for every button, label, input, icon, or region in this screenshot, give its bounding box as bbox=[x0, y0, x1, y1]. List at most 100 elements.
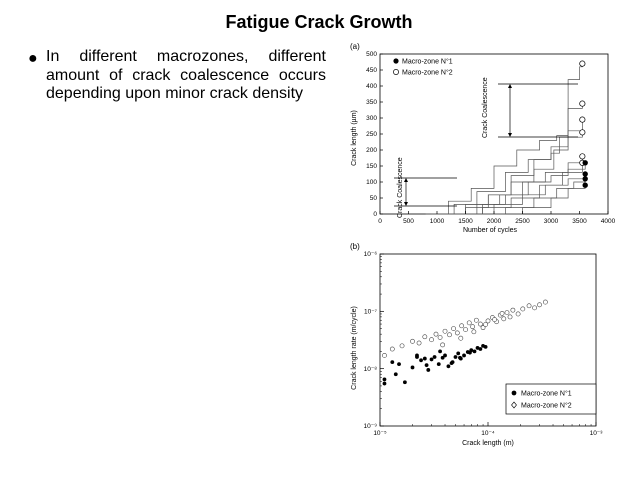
series-line-a-1 bbox=[425, 103, 583, 215]
data-point-zone1-b bbox=[458, 355, 462, 360]
data-point-zone2-b bbox=[470, 324, 475, 330]
x-tick-label-a: 1000 bbox=[430, 218, 445, 225]
data-point-zone1-b bbox=[424, 363, 429, 368]
data-point-zone2-b bbox=[520, 306, 526, 312]
data-point-zone1-b bbox=[436, 362, 441, 367]
data-point-zone2-b bbox=[466, 320, 472, 326]
data-point-zone1-b bbox=[449, 361, 454, 366]
series-line-a-3 bbox=[431, 132, 583, 215]
data-point-zone2-b bbox=[440, 342, 446, 348]
data-point-zone2-b bbox=[458, 335, 464, 341]
y-tick-label-a: 300 bbox=[366, 115, 377, 122]
panel-label-a: (a) bbox=[350, 42, 360, 51]
data-point-zone2-b bbox=[416, 340, 422, 346]
data-point-zone2-b bbox=[485, 318, 491, 324]
y-tick-label-b: 10⁻⁶ bbox=[364, 251, 378, 258]
data-point-zone1-b bbox=[456, 351, 461, 356]
crack-rate-vs-length-chart: (b) 10⁻⁵ 10⁻⁴ 10⁻³ 10⁻⁹ 10⁻⁸ 10⁻⁷ 10⁻⁶ Macro-z… bbox=[350, 242, 604, 447]
y-tick-label-a: 150 bbox=[366, 163, 377, 170]
y-tick-label-b: 10⁻⁸ bbox=[364, 366, 378, 373]
data-point-zone1-b bbox=[468, 350, 472, 355]
data-point-zone2-b bbox=[429, 337, 434, 343]
x-axis-label-b: Crack length (m) bbox=[462, 440, 514, 447]
y-tick-label-b: 10⁻⁷ bbox=[364, 309, 378, 316]
data-point-zone2-b bbox=[459, 323, 465, 329]
x-tick-label-a: 2500 bbox=[515, 218, 530, 225]
bullet-point: ● In different macrozones, different amo… bbox=[28, 48, 326, 104]
data-point-zone1-a bbox=[582, 171, 588, 177]
data-point-zone2-a bbox=[579, 60, 586, 67]
y-tick-label-a: 350 bbox=[366, 99, 377, 106]
data-point-zone2-b bbox=[532, 305, 537, 311]
legend-a: Macro-zone N°1 Macro-zone N°2 bbox=[393, 58, 453, 77]
series-line-a-7 bbox=[465, 174, 586, 215]
data-point-zone2-b bbox=[483, 322, 488, 327]
data-point-zone2-b bbox=[437, 335, 443, 340]
data-point-zone2-b bbox=[454, 330, 460, 336]
x-axis-label-a: Number of cycles bbox=[463, 227, 518, 234]
data-point-zone1-b bbox=[419, 358, 423, 363]
y-tick-label-a: 450 bbox=[366, 67, 377, 74]
data-point-zone1-b bbox=[446, 364, 451, 369]
data-point-zone1-b bbox=[422, 356, 427, 361]
data-point-zone1-b bbox=[478, 347, 483, 351]
data-point-zone1-b bbox=[462, 353, 466, 358]
data-point-zone1-b bbox=[472, 349, 477, 354]
y-axis-label-b: Crack length rate (m/cycle) bbox=[351, 306, 358, 390]
x-tick-label-a: 0 bbox=[378, 218, 382, 225]
bullet-dot-icon: ● bbox=[28, 50, 38, 67]
data-point-zone2-a bbox=[579, 116, 586, 123]
x-tick-label-b: 10⁻³ bbox=[590, 430, 604, 437]
data-point-zone2-b bbox=[473, 317, 479, 323]
y-tick-label-a: 500 bbox=[366, 51, 377, 58]
data-point-zone2-b bbox=[542, 299, 548, 305]
data-point-zone2-b bbox=[537, 302, 542, 308]
y-tick-label-b: 10⁻⁹ bbox=[364, 423, 378, 430]
y-tick-label-a: 400 bbox=[366, 83, 377, 90]
data-point-zone1-b bbox=[443, 353, 447, 358]
data-point-zone2-a bbox=[579, 100, 586, 107]
crack-length-vs-cycles-chart: (a) 0 500 1000 1500 2000 2500 3000 3500 4000 0 50 1… bbox=[350, 42, 616, 234]
crack-coalescence-label-2: Crack Coalescence bbox=[482, 77, 489, 138]
series-line-a-6 bbox=[454, 162, 586, 215]
legend-a-zone2: Macro-zone N°2 bbox=[402, 69, 453, 77]
data-point-zone2-b bbox=[382, 353, 387, 358]
data-point-zone2-b bbox=[526, 303, 532, 309]
x-tick-label-a: 3500 bbox=[572, 218, 587, 225]
data-point-zone2-a bbox=[579, 153, 586, 160]
data-point-zone1-a bbox=[582, 176, 588, 182]
y-axis-label-a: Crack length (µm) bbox=[351, 110, 358, 166]
panel-label-b: (b) bbox=[350, 242, 360, 251]
x-tick-label-a: 3000 bbox=[544, 218, 559, 225]
data-point-zone2-b bbox=[499, 311, 505, 316]
data-point-zone2-b bbox=[510, 307, 516, 313]
x-tick-label-a: 4000 bbox=[601, 218, 616, 225]
series-line-a-0 bbox=[442, 63, 583, 215]
y-tick-label-a: 200 bbox=[366, 147, 377, 154]
data-point-zone2-b bbox=[451, 326, 456, 331]
data-point-zone1-b bbox=[440, 355, 445, 360]
legend-a-zone1: Macro-zone N°1 bbox=[402, 58, 453, 66]
data-point-zone1-b bbox=[438, 349, 442, 354]
data-point-zone1-a bbox=[582, 182, 588, 188]
series-line-a-4 bbox=[448, 156, 583, 215]
data-point-zone2-b bbox=[447, 332, 452, 338]
data-point-zone2-a bbox=[579, 129, 586, 136]
x-tick-label-a: 2000 bbox=[487, 218, 502, 225]
data-point-zone2-b bbox=[410, 338, 415, 344]
data-point-zone1-b bbox=[429, 357, 434, 362]
data-point-zone1-b bbox=[390, 360, 395, 365]
data-point-zone1-b bbox=[453, 355, 458, 359]
data-point-zone1-b bbox=[382, 381, 387, 386]
x-tick-label-a: 1500 bbox=[458, 218, 473, 225]
data-point-zone2-b bbox=[471, 329, 477, 335]
y-tick-label-a: 100 bbox=[366, 179, 377, 186]
data-point-zone2-b bbox=[504, 310, 510, 316]
data-point-zone2-b bbox=[492, 317, 497, 322]
data-point-zone1-b bbox=[397, 362, 401, 367]
data-point-zone1-b bbox=[382, 377, 387, 382]
data-point-zone2-b bbox=[507, 314, 513, 320]
x-tick-label-a: 500 bbox=[403, 218, 414, 225]
data-point-zone2-b bbox=[422, 334, 428, 340]
data-point-zone2-b bbox=[463, 327, 468, 333]
